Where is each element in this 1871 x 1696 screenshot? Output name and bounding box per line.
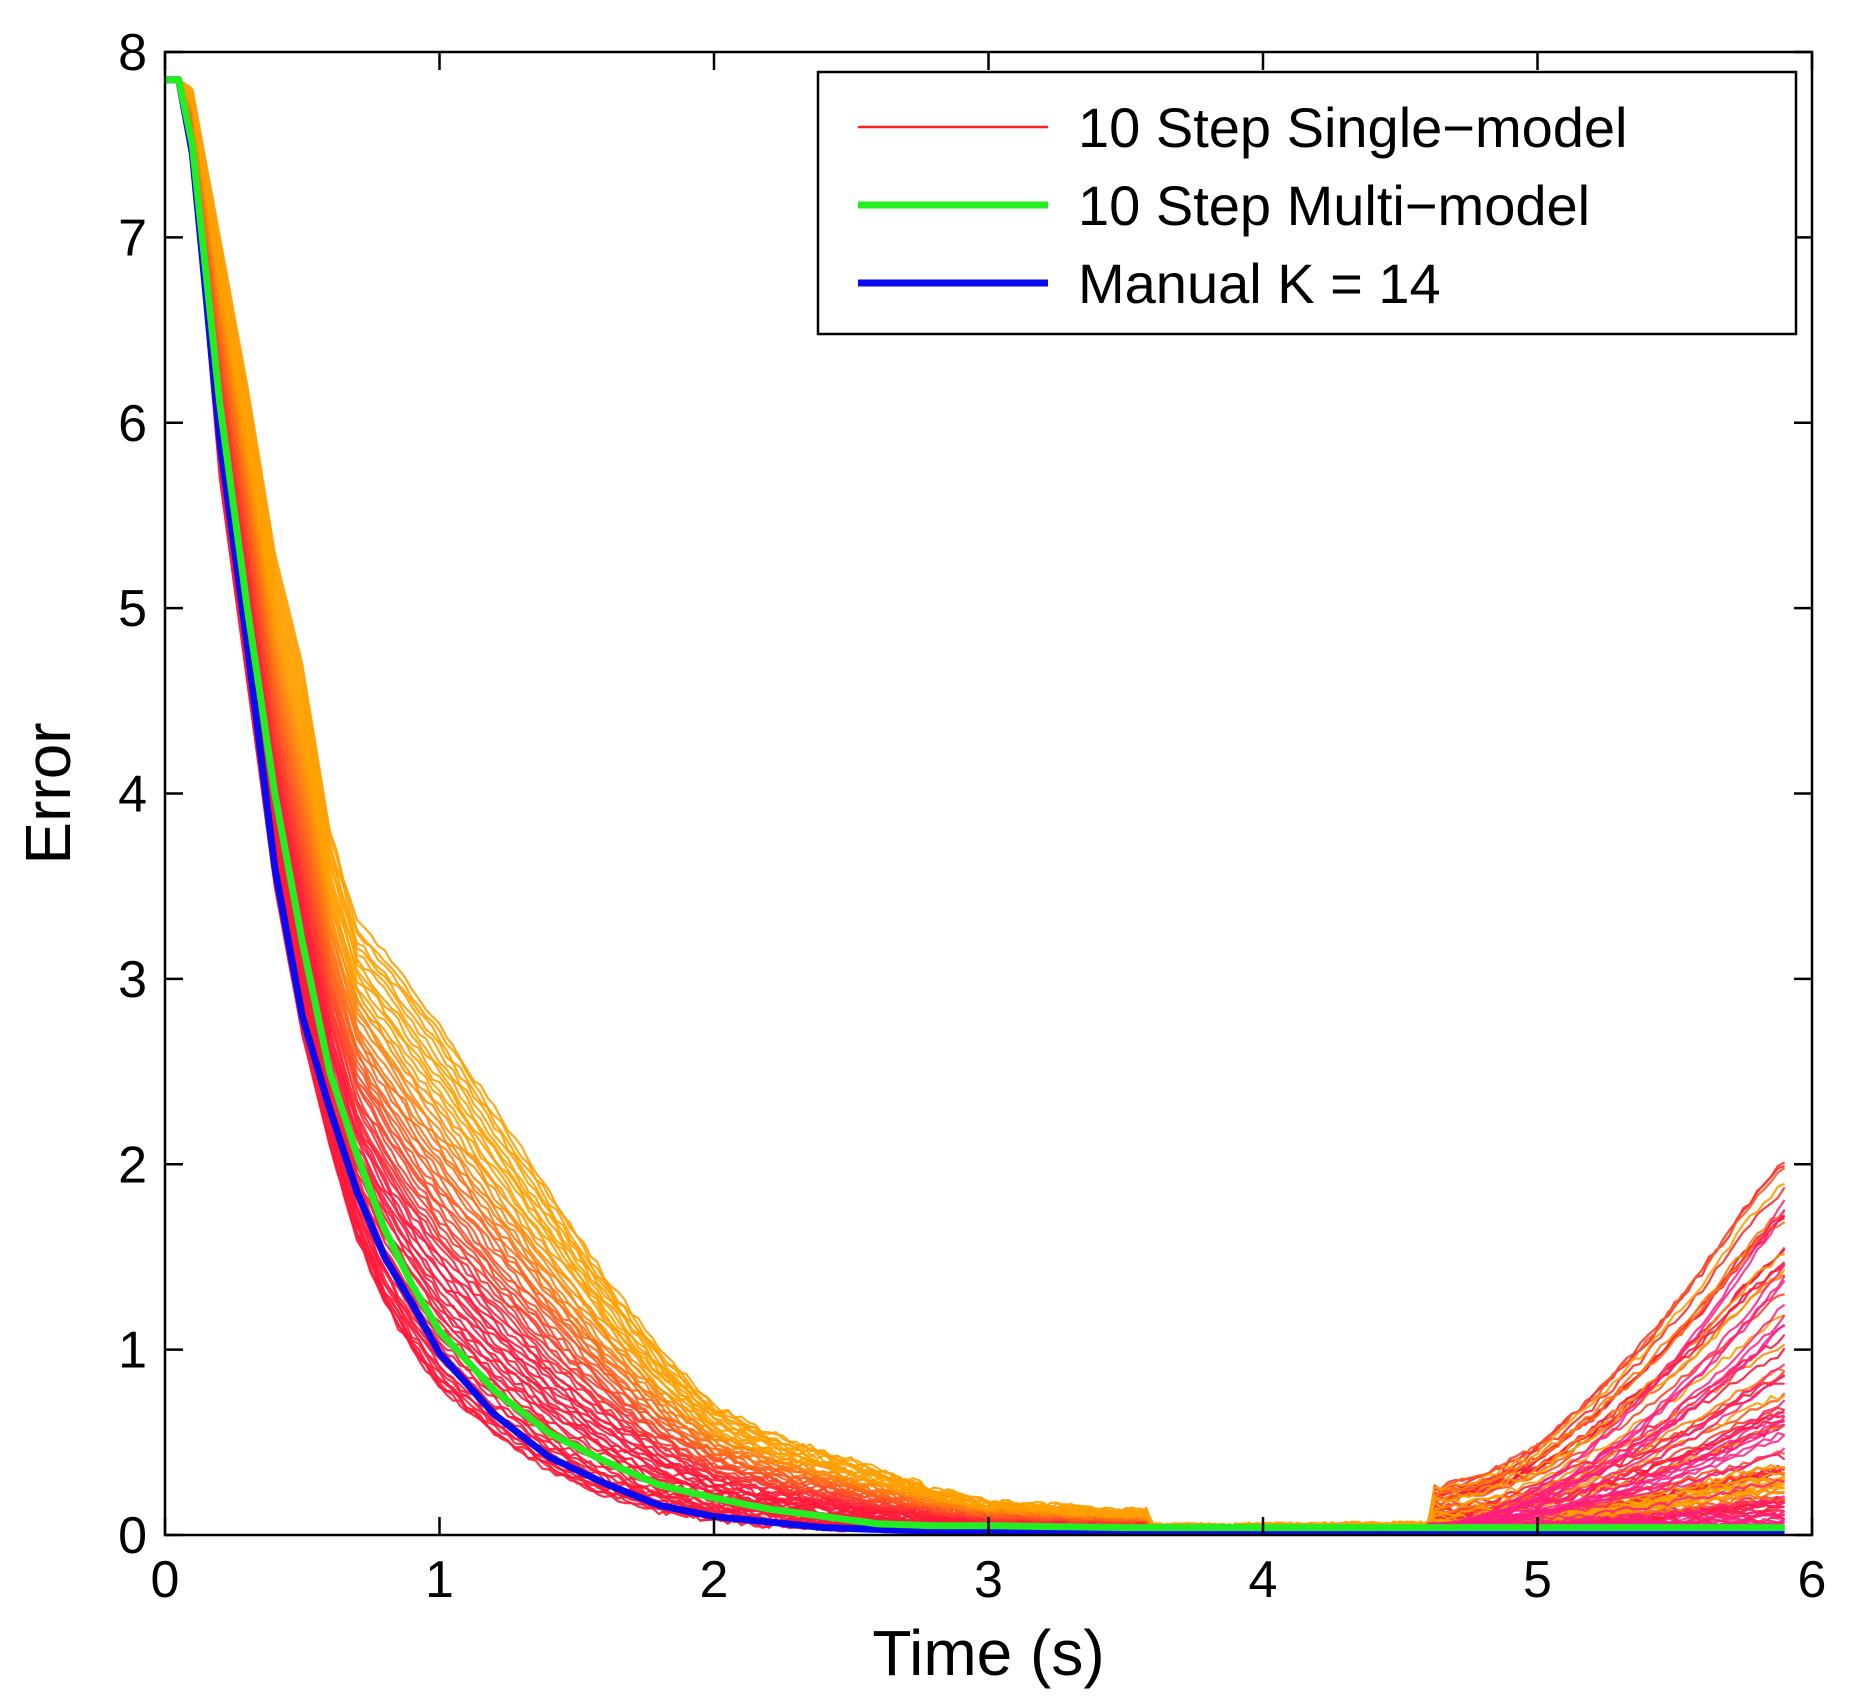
y-tick-label: 7: [118, 209, 147, 267]
single-model-late-run-line: [1427, 1363, 1786, 1529]
single-model-late-run-line: [1427, 1431, 1785, 1529]
x-tick-label: 2: [700, 1551, 729, 1609]
legend-label-multi-model: 10 Step Multi−model: [1078, 174, 1590, 237]
y-axis-label: Error: [12, 722, 84, 864]
x-tick-label: 4: [1249, 1551, 1278, 1609]
x-tick-label: 1: [425, 1551, 454, 1609]
x-tick-label: 0: [151, 1551, 180, 1609]
manual-k14-line: [165, 76, 1785, 1535]
single-model-late-run-line: [1427, 1509, 1785, 1530]
x-tick-label: 3: [974, 1551, 1003, 1609]
legend-label-single-model: 10 Step Single−model: [1078, 96, 1628, 159]
y-tick-label: 0: [118, 1507, 147, 1565]
x-axis-label: Time (s): [872, 1617, 1104, 1689]
single-model-late-run-line: [1427, 1323, 1786, 1528]
y-tick-label: 3: [118, 951, 147, 1009]
single-model-run-line: [164, 78, 1786, 1531]
y-tick-label: 4: [118, 766, 147, 824]
y-tick-label: 8: [118, 24, 147, 82]
x-tick-label: 6: [1798, 1551, 1827, 1609]
y-tick-label: 5: [118, 580, 147, 638]
single-model-run-line: [164, 78, 1786, 1533]
y-tick-label: 6: [118, 395, 147, 453]
y-tick-label: 1: [118, 1322, 147, 1380]
legend: 10 Step Single−model 10 Step Multi−model…: [816, 70, 1798, 336]
x-tick-label: 5: [1523, 1551, 1552, 1609]
single-model-late-run-line: [1427, 1209, 1786, 1528]
single-model-run-line: [164, 78, 1786, 1531]
curve-layer: [164, 76, 1786, 1535]
legend-label-manual: Manual K = 14: [1078, 252, 1441, 315]
y-tick-label: 2: [118, 1136, 147, 1194]
tick-layer: 0 1 2 3 4 5 6 0 1 2 3 4 5 6 7 8: [118, 24, 1826, 1609]
multi-model-line: [165, 76, 1785, 1532]
